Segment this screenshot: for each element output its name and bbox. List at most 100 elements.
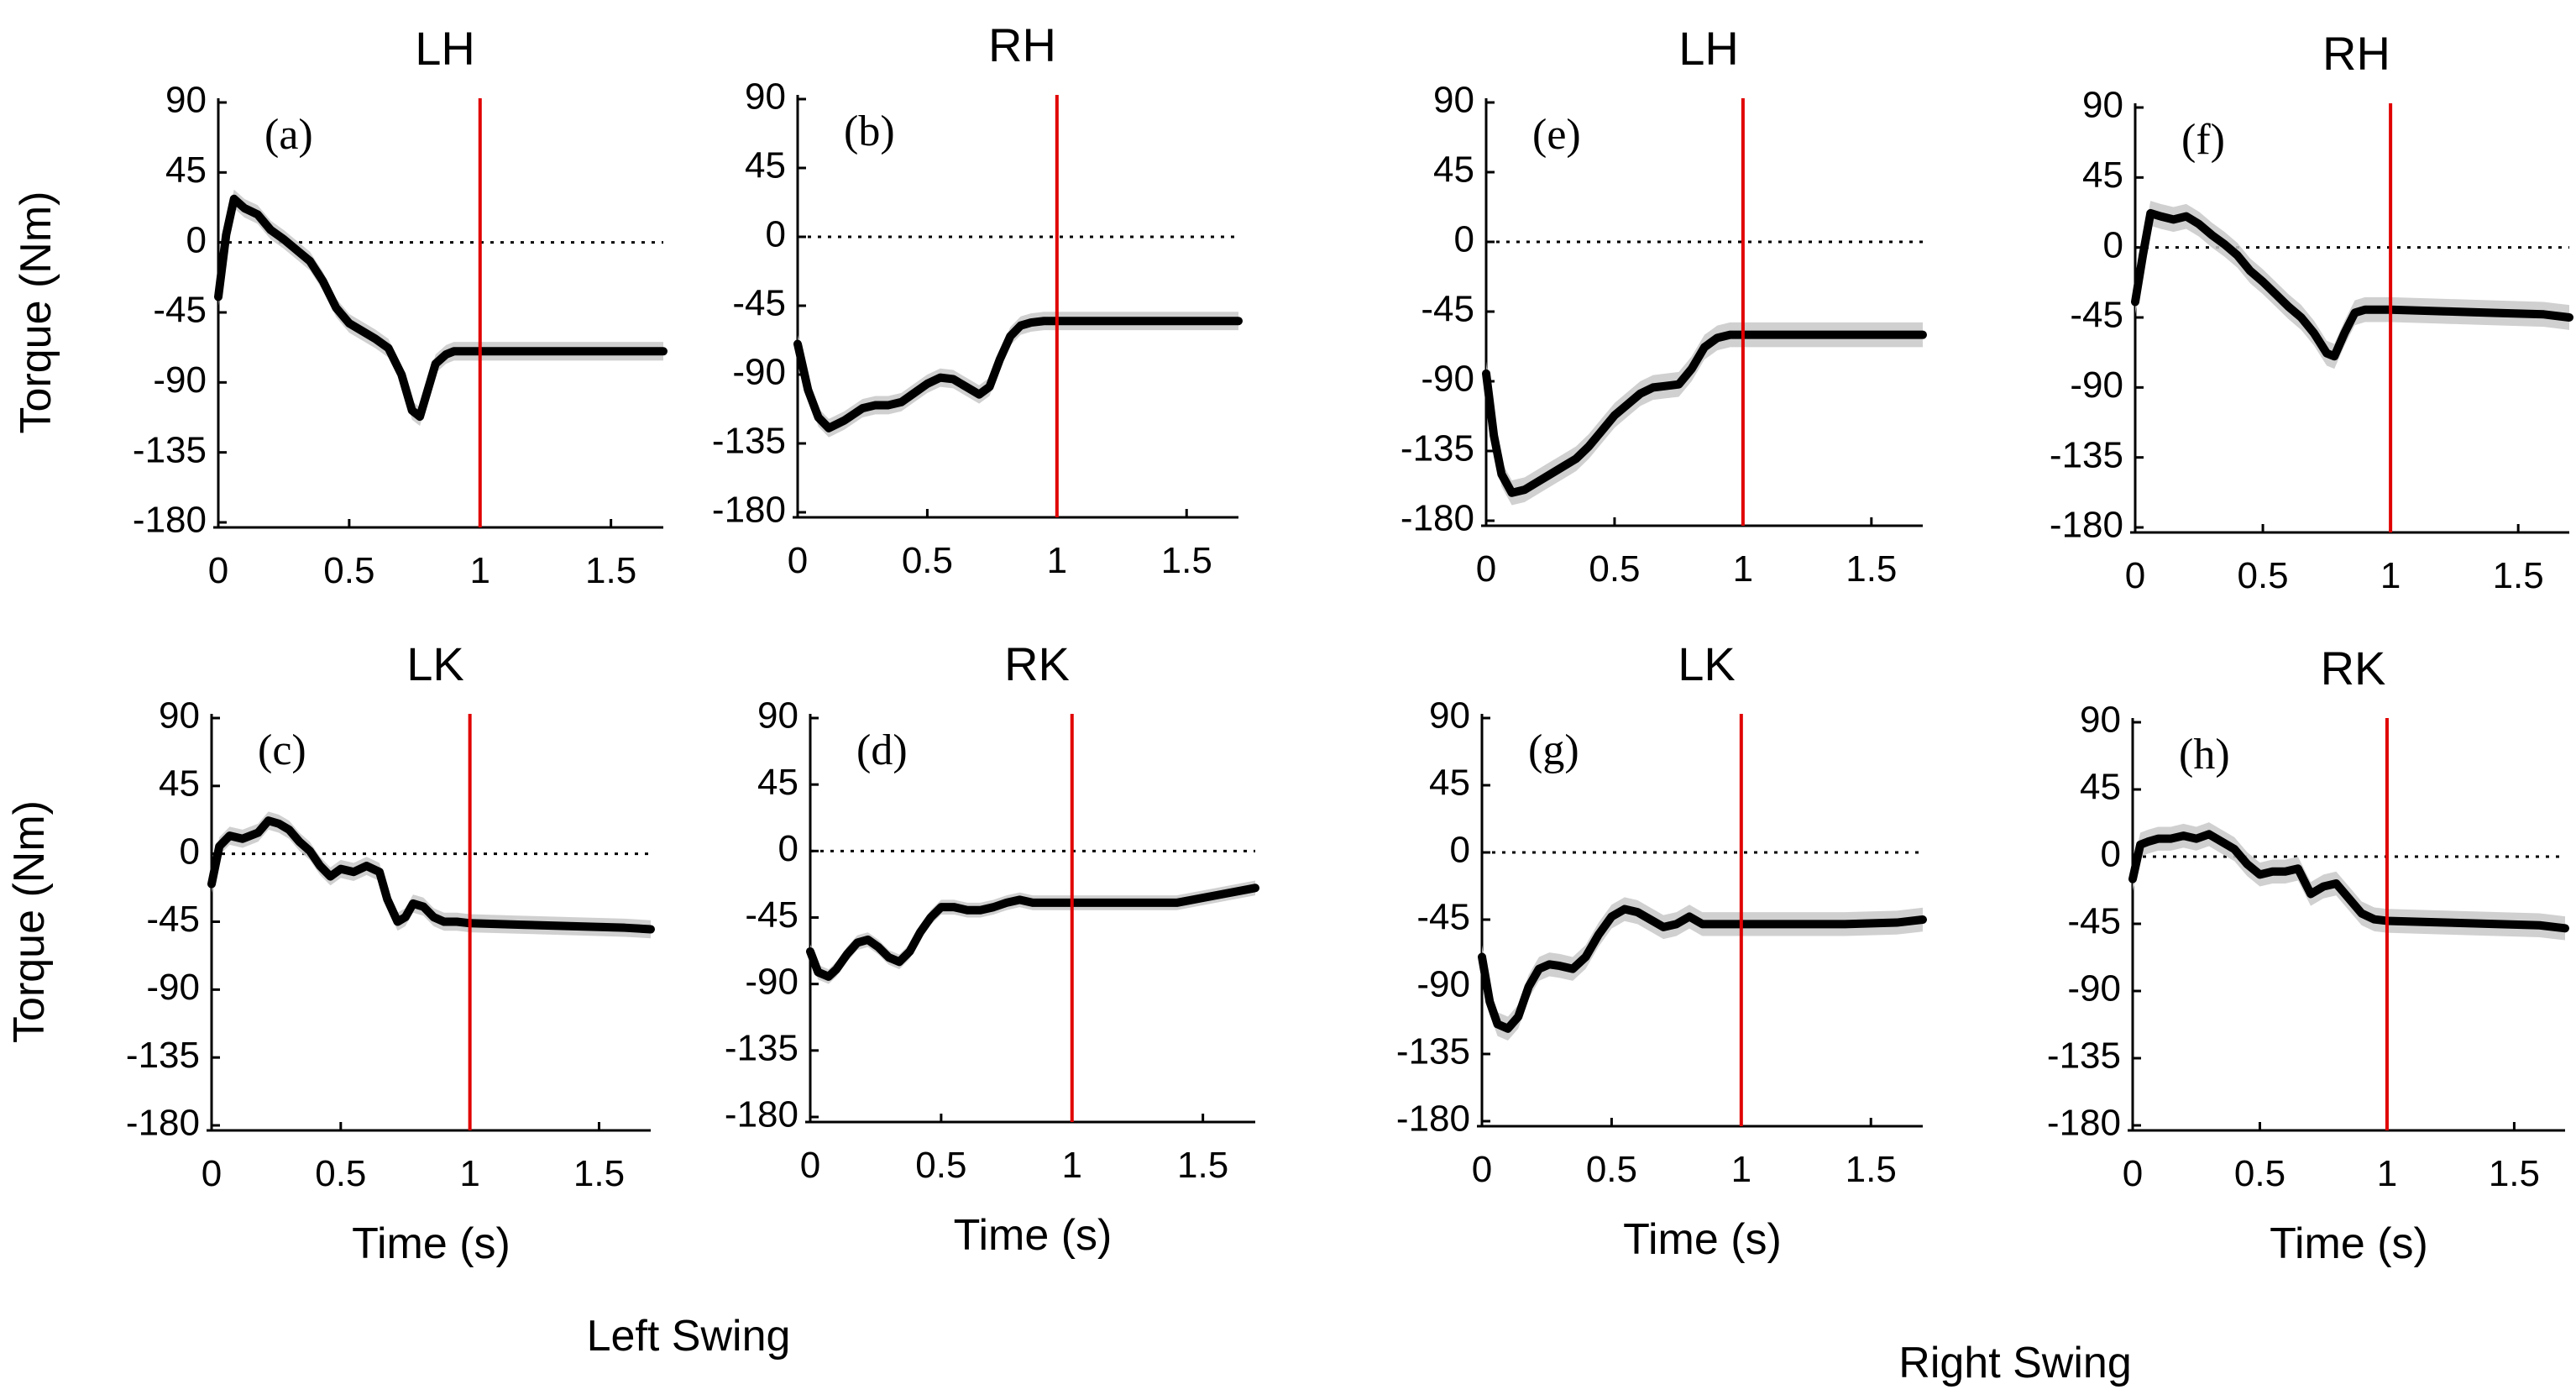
panel-letter: (e)	[1532, 111, 1581, 159]
x-tick-label: 0	[202, 1153, 222, 1194]
x-tick-label: 1	[1047, 540, 1067, 581]
y-tick-label: 90	[2082, 85, 2123, 126]
panel-letter: (h)	[2179, 731, 2230, 779]
mean-torque-line	[214, 194, 668, 422]
x-tick-label: 1	[459, 1153, 479, 1194]
y-tick-label: -90	[2067, 968, 2121, 1009]
y-tick-label: -135	[2047, 1036, 2121, 1077]
x-tick-label: 0	[1472, 1149, 1492, 1190]
x-tick-label: 0	[1476, 548, 1496, 590]
x-tick-label: 0	[208, 550, 228, 591]
panel-letter: (a)	[264, 111, 313, 159]
x-tick-label: 0.5	[323, 550, 374, 591]
panel-title: RH	[988, 18, 1056, 71]
x-tick-label: 1.5	[1161, 540, 1212, 581]
x-tick-label: 1	[2380, 555, 2401, 596]
panel-title: RH	[2322, 27, 2390, 80]
y-tick-label: -90	[745, 961, 798, 1002]
x-axis-label: Time (s)	[1623, 1215, 1782, 1264]
y-tick-label: -45	[153, 290, 207, 331]
y-axis-label: Torque (Nm)	[5, 800, 54, 1043]
x-axis-label: Time (s)	[352, 1219, 510, 1268]
y-tick-label: 45	[165, 149, 207, 191]
y-tick-label: -90	[1416, 964, 1470, 1005]
y-tick-label: 90	[159, 695, 200, 737]
x-tick-label: 1.5	[573, 1153, 625, 1194]
y-tick-label: -45	[146, 899, 200, 940]
x-tick-label: 0	[800, 1145, 820, 1186]
y-tick-label: -90	[732, 352, 786, 393]
x-tick-label: 1	[1731, 1149, 1751, 1190]
y-tick-label: -135	[126, 1035, 200, 1076]
mean-torque-line	[1482, 330, 1927, 497]
y-tick-label: -45	[732, 283, 786, 324]
panel-title: LH	[415, 22, 475, 75]
y-tick-label: -135	[1401, 428, 1474, 469]
panel-letter: (f)	[2181, 116, 2225, 164]
y-tick-label: -90	[146, 967, 200, 1008]
x-tick-label: 1	[470, 550, 490, 591]
y-tick-label: 45	[2082, 155, 2123, 196]
y-tick-label: 0	[1450, 830, 1470, 871]
y-tick-label: -90	[153, 359, 207, 401]
x-tick-label: 0.5	[2237, 555, 2288, 596]
panel-title: LK	[1678, 637, 1736, 690]
panel-letter: (c)	[258, 726, 306, 774]
x-tick-label: 1	[1733, 548, 1753, 590]
y-tick-label: -135	[712, 421, 786, 462]
y-tick-label: -180	[126, 1103, 200, 1144]
y-tick-label: 45	[159, 763, 200, 804]
x-axis-label: Time (s)	[2270, 1219, 2428, 1268]
y-tick-label: 45	[1433, 149, 1474, 191]
mean-torque-line	[793, 317, 1243, 433]
y-tick-label: -135	[2050, 434, 2123, 475]
x-tick-label: 0	[2123, 1153, 2143, 1194]
y-tick-label: -180	[1396, 1099, 1470, 1140]
mean-torque-line	[2128, 830, 2569, 933]
x-tick-label: 0.5	[315, 1153, 366, 1194]
y-axis-label: Torque (Nm)	[12, 191, 60, 434]
panel-title: LH	[1678, 22, 1739, 75]
y-tick-label: -180	[712, 490, 786, 531]
panel-title: LK	[406, 637, 464, 690]
left-swing-label: Left Swing	[587, 1312, 791, 1361]
x-tick-label: 0.5	[2234, 1153, 2285, 1194]
y-tick-label: 0	[766, 214, 786, 255]
y-tick-label: 90	[2080, 700, 2121, 741]
x-tick-label: 1.5	[1846, 548, 1897, 590]
mean-torque-line	[1478, 904, 1927, 1033]
x-tick-label: 1.5	[585, 550, 636, 591]
y-tick-label: -45	[1416, 897, 1470, 938]
y-tick-label: 90	[745, 76, 786, 118]
y-tick-label: 45	[745, 145, 786, 186]
x-axis-label: Time (s)	[954, 1211, 1113, 1260]
y-tick-label: 0	[2101, 834, 2121, 875]
x-tick-label: 1	[2377, 1153, 2397, 1194]
x-tick-label: 1.5	[1177, 1145, 1228, 1186]
y-tick-label: -45	[745, 894, 798, 936]
y-tick-label: -180	[725, 1094, 798, 1135]
x-tick-label: 0	[788, 540, 808, 581]
x-tick-label: 0	[2125, 555, 2145, 596]
mean-torque-line	[207, 816, 655, 934]
x-tick-label: 1.5	[2493, 555, 2544, 596]
variability-band	[798, 312, 1238, 438]
x-tick-label: 1.5	[1846, 1149, 1897, 1190]
y-tick-label: -135	[133, 429, 207, 470]
y-tick-label: -45	[2067, 901, 2121, 942]
right-swing-label: Right Swing	[1898, 1339, 2131, 1387]
panel-title: RK	[1004, 637, 1070, 690]
y-tick-label: 90	[1433, 80, 1474, 121]
y-tick-label: -45	[1421, 289, 1474, 330]
variability-band	[218, 189, 663, 427]
y-tick-label: -135	[725, 1027, 798, 1068]
